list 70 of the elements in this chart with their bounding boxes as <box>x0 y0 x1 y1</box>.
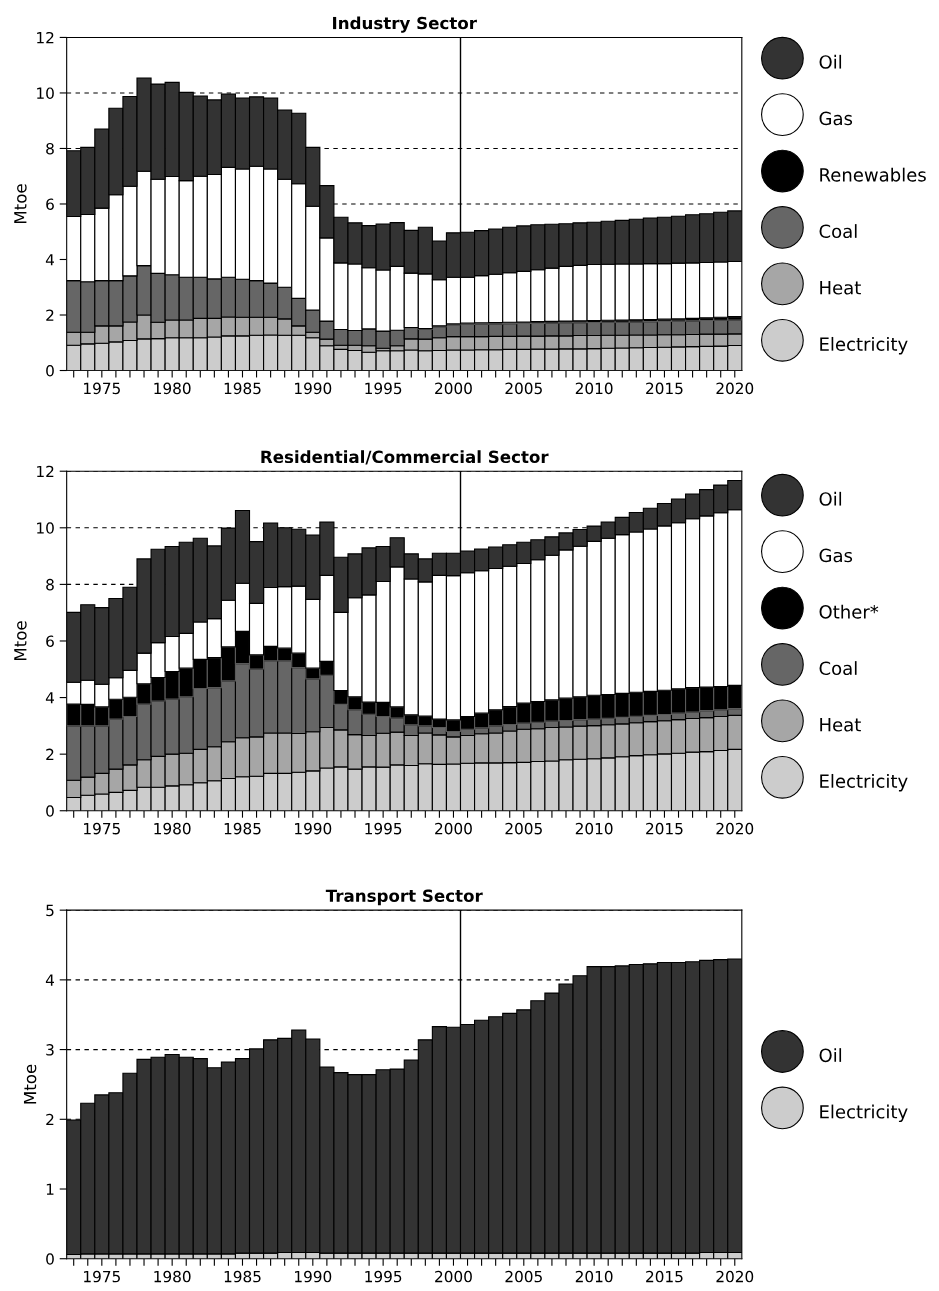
y-tick-label: 6 <box>46 198 54 210</box>
legend-label: Oil <box>819 1048 842 1063</box>
legend-label: Heat <box>820 281 861 295</box>
y-tick-label: 4 <box>45 974 55 986</box>
y-tick-label: 12 <box>37 31 54 44</box>
x-tick-label: 2015 <box>646 1270 683 1283</box>
x-tick-label: 1980 <box>154 822 191 835</box>
y-tick-label: 2 <box>46 309 54 321</box>
y-tick-label: 2 <box>46 1113 54 1126</box>
chart-title: Industry Sector <box>333 16 477 33</box>
y-tick-label: 5 <box>46 904 54 917</box>
x-tick-label: 1995 <box>365 382 402 395</box>
y-tick-label: 4 <box>45 254 55 266</box>
legend-label: Electricity <box>820 336 908 355</box>
x-tick-label: 2020 <box>716 382 754 395</box>
y-axis-title: Mtoe <box>14 621 27 661</box>
x-tick-label: 2005 <box>505 382 542 395</box>
text: Heat <box>820 718 861 732</box>
x-tick-label: 1975 <box>84 1270 120 1283</box>
x-tick-label: 2000 <box>435 822 472 835</box>
x-tick-label: 1980 <box>154 1270 191 1283</box>
x-tick-label: 2005 <box>505 822 542 835</box>
x-tick-label: 1990 <box>295 1270 332 1283</box>
x-tick-label: 2015 <box>646 382 683 395</box>
x-tick-label: 1995 <box>365 1270 402 1283</box>
x-tick-label: 1990 <box>295 822 332 835</box>
y-tick-label: 3 <box>46 1044 54 1056</box>
chart-title: Transport Sector <box>325 889 483 906</box>
x-tick-label: 2020 <box>716 822 754 835</box>
x-tick-label: 2005 <box>505 1270 542 1283</box>
y-tick-label: 6 <box>46 635 54 647</box>
x-tick-label: 1995 <box>365 822 402 835</box>
text: Electricity <box>820 773 908 792</box>
text: Oil <box>819 491 842 506</box>
x-tick-label: 1985 <box>224 1270 261 1283</box>
legend-label: Renewables <box>820 167 926 182</box>
x-tick-label: 1985 <box>224 382 261 395</box>
y-tick-label: 0 <box>46 805 54 817</box>
x-tick-label: 1980 <box>154 382 191 395</box>
x-tick-label: 1990 <box>295 382 332 395</box>
x-tick-label: 1975 <box>84 822 120 835</box>
text: Coal <box>819 661 857 676</box>
x-tick-label: 2010 <box>575 382 613 395</box>
y-tick-label: 2 <box>46 748 54 760</box>
legend-label: Oil <box>819 54 842 69</box>
y-axis-title: Mtoe <box>23 1064 37 1104</box>
text: Gas <box>819 548 853 563</box>
x-tick-label: 1985 <box>224 822 261 835</box>
y-tick-label: 0 <box>46 1253 54 1265</box>
x-tick-label: 2020 <box>716 1270 754 1283</box>
legend-label: Electricity <box>820 1104 908 1123</box>
y-tick-label: 4 <box>45 692 55 704</box>
x-tick-label: 2010 <box>575 822 613 835</box>
legend-label: Gas <box>819 111 853 126</box>
y-tick-label: 12 <box>37 465 54 478</box>
y-tick-label: 0 <box>46 364 54 377</box>
x-tick-label: 2015 <box>646 822 683 835</box>
y-tick-label: 8 <box>46 142 54 155</box>
y-axis-title: Mtoe <box>14 184 27 224</box>
x-tick-label: 2000 <box>435 1270 472 1283</box>
y-tick-label: 1 <box>46 1183 54 1195</box>
y-tick-label: 10 <box>37 522 54 534</box>
legend-label: Coal <box>819 224 857 239</box>
y-tick-label: 8 <box>46 578 54 591</box>
text: Other* <box>819 604 879 619</box>
x-tick-label: 2010 <box>575 1270 613 1283</box>
x-tick-label: 1975 <box>84 382 120 395</box>
x-tick-label: 2000 <box>435 382 472 395</box>
chart-title: Residential/Commercial Sector <box>261 450 549 465</box>
y-tick-label: 10 <box>37 87 54 99</box>
